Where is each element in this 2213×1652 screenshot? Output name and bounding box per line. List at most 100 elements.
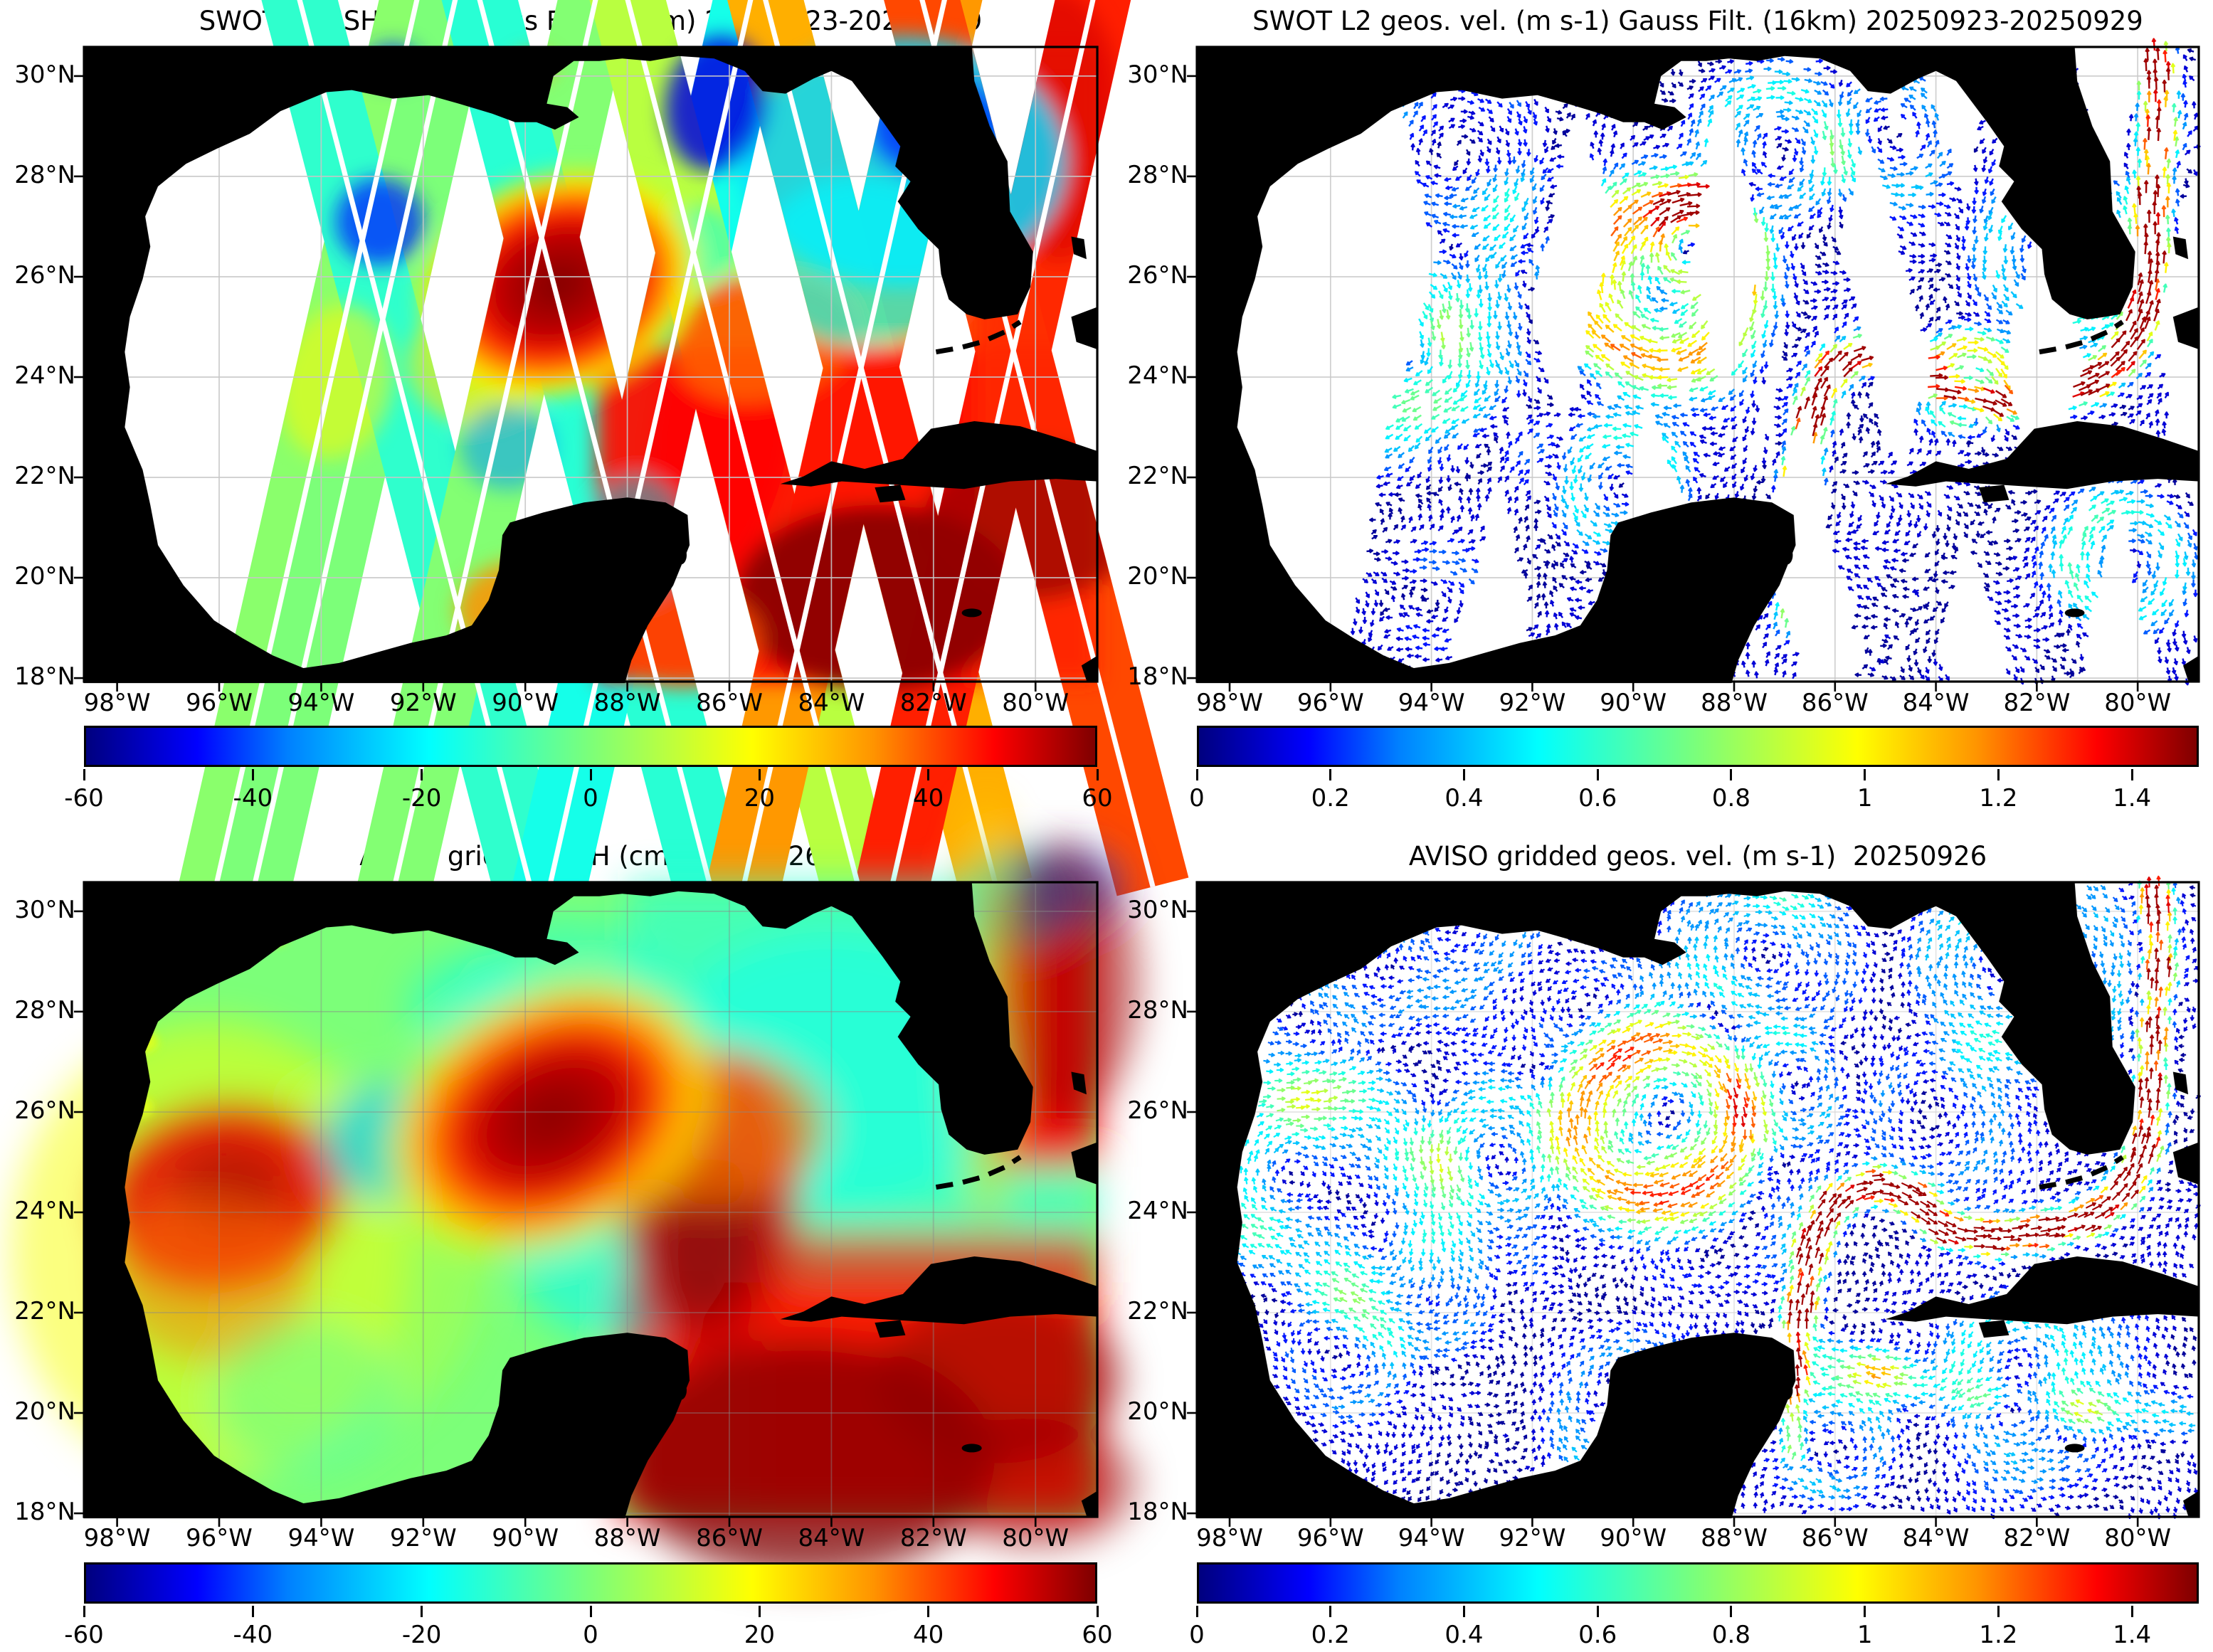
lon-tick-label: 86°W [1801, 689, 1869, 717]
colorbar-tick [1864, 1606, 1866, 1617]
colorbar-tick [927, 769, 930, 780]
land-mask [83, 46, 1098, 684]
colorbar-tick-label: 60 [1082, 1621, 1113, 1649]
lat-tick-label: 28°N [14, 160, 75, 189]
lat-tick-label: 26°N [1127, 260, 1188, 290]
panel-title-swot-vel: SWOT L2 geos. vel. (m s-1) Gauss Filt. (… [1252, 6, 2143, 36]
colorbar-tick-label: -60 [64, 784, 104, 812]
colorbar-tick-label: 40 [913, 1621, 944, 1649]
lon-tick-label: 94°W [1398, 689, 1465, 717]
colorbar-tick-label: 1.4 [2113, 784, 2152, 812]
lat-tick-label: 20°N [14, 1397, 75, 1426]
colorbar-tick [1096, 769, 1099, 780]
colorbar-tick [758, 769, 761, 780]
lat-tick-label: 24°N [14, 1196, 75, 1225]
colorbar-tick-label: -40 [233, 784, 273, 812]
lon-tick-label: 90°W [1600, 689, 1667, 717]
colorbar-tick [1462, 1606, 1465, 1617]
lon-tick-label: 96°W [186, 689, 253, 717]
axes-frame [1187, 46, 2200, 692]
colorbar-tick [1730, 769, 1733, 780]
colorbar-tick [1730, 1606, 1733, 1617]
quiver-arrows [1232, 875, 2201, 1520]
axes-frame [1187, 881, 2200, 1527]
lat-tick-label: 18°N [1127, 662, 1188, 692]
land-mask [1196, 881, 2199, 1519]
axes-frame [73, 46, 1099, 692]
colorbar-tick-label: 20 [744, 784, 775, 812]
lon-tick-label: 92°W [1499, 1524, 1566, 1552]
lat-tick-label: 22°N [1127, 1297, 1188, 1325]
colorbar-tick-label: 1.2 [1979, 784, 2018, 812]
colorbar-tick-label: 0.8 [1711, 1621, 1750, 1649]
lon-tick-label: 98°W [1196, 1524, 1264, 1552]
lat-tick-label: 20°N [14, 562, 75, 591]
colorbar-tick-label: 0.8 [1711, 784, 1750, 812]
colorbar-tick [927, 1606, 930, 1617]
colorbar-tick [758, 1606, 761, 1617]
lon-tick-label: 90°W [492, 689, 559, 717]
axes-frame [73, 881, 1099, 1527]
lat-tick-label: 18°N [1127, 1498, 1188, 1527]
lat-tick-label: 20°N [1127, 562, 1188, 591]
colorbar-vel-top [1197, 726, 2199, 767]
lon-tick-label: 88°W [1701, 1524, 1768, 1552]
colorbar-tick-label: -60 [64, 1621, 104, 1649]
colorbar-tick-label: 1.2 [1979, 1621, 2018, 1649]
lat-tick-label: 26°N [14, 260, 75, 290]
colorbar-ssh-top [84, 726, 1097, 767]
land-mask [83, 881, 1098, 1519]
colorbar-tick-label: 0.2 [1311, 1621, 1350, 1649]
swot-ssh-map [73, 0, 1189, 899]
colorbar-tick [1096, 1606, 1099, 1617]
lat-tick-label: 24°N [14, 361, 75, 390]
lon-tick-label: 84°W [798, 689, 865, 717]
lat-tick-label: 28°N [14, 995, 75, 1024]
colorbar-tick [1195, 1606, 1198, 1617]
lon-tick-label: 98°W [83, 1524, 151, 1552]
colorbar-tick-label: 0.6 [1578, 1621, 1617, 1649]
colorbar-tick [1596, 1606, 1599, 1617]
aviso-velocity-map [1187, 875, 2201, 1527]
lon-tick-label: 88°W [593, 689, 661, 717]
lon-tick-label: 80°W [1002, 689, 1069, 717]
colorbar-tick-label: 0 [1189, 1621, 1205, 1649]
lon-tick-label: 92°W [389, 689, 457, 717]
quiver-arrows [1350, 38, 2201, 686]
lon-tick-label: 98°W [83, 689, 151, 717]
colorbar-tick [251, 769, 254, 780]
lon-tick-label: 82°W [2003, 689, 2071, 717]
lon-tick-label: 86°W [1801, 1524, 1869, 1552]
colorbar-tick [1596, 769, 1599, 780]
colorbar-tick-label: 60 [1082, 784, 1113, 812]
colorbar-vel-bottom [1197, 1562, 2199, 1604]
lon-tick-label: 82°W [899, 689, 967, 717]
lon-tick-label: 84°W [1902, 689, 1970, 717]
colorbar-tick [589, 769, 592, 780]
lon-tick-label: 84°W [1902, 1524, 1970, 1552]
colorbar-tick-label: 1 [1857, 784, 1873, 812]
colorbar-tick [1462, 769, 1465, 780]
colorbar-tick [2130, 769, 2133, 780]
lon-tick-label: 90°W [1600, 1524, 1667, 1552]
lon-tick-label: 94°W [287, 1524, 355, 1552]
colorbar-tick-label: 1.4 [2113, 1621, 2152, 1649]
lon-tick-label: 88°W [1701, 689, 1768, 717]
lon-tick-label: 90°W [492, 1524, 559, 1552]
lat-tick-label: 26°N [1127, 1096, 1188, 1125]
lon-tick-label: 96°W [186, 1524, 253, 1552]
colorbar-tick-label: 0 [583, 1621, 598, 1649]
lat-tick-label: 30°N [1127, 895, 1188, 924]
lon-tick-label: 80°W [2104, 1524, 2172, 1552]
colorbar-tick-label: 0.2 [1311, 784, 1350, 812]
colorbar-tick-label: -20 [401, 1621, 442, 1649]
lon-tick-label: 80°W [1002, 1524, 1069, 1552]
lon-tick-label: 92°W [1499, 689, 1566, 717]
lon-tick-label: 86°W [696, 689, 763, 717]
lat-tick-label: 24°N [1127, 1196, 1188, 1225]
colorbar-tick [1329, 1606, 1332, 1617]
colorbar-tick [421, 1606, 423, 1617]
colorbar-tick [1997, 769, 2000, 780]
panel-title-aviso-vel: AVISO gridded geos. vel. (m s-1) 2025092… [1408, 841, 1987, 872]
